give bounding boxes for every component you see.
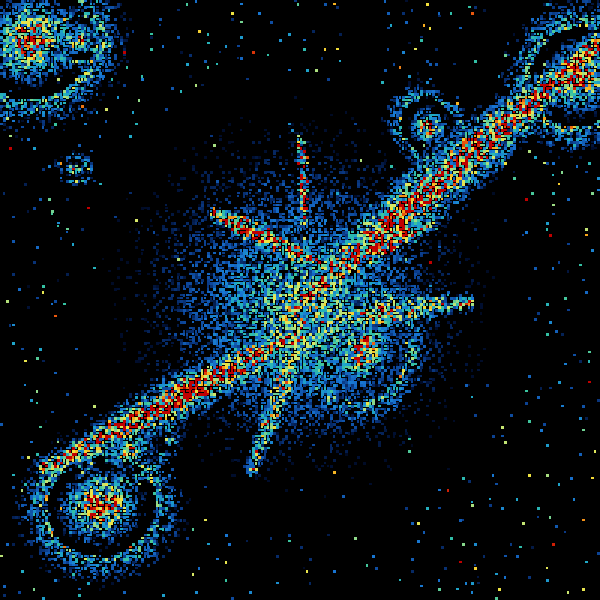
false-color-intensity-canvas <box>0 0 600 600</box>
visualization-root: False-color intensity map Dense false-co… <box>0 0 600 600</box>
